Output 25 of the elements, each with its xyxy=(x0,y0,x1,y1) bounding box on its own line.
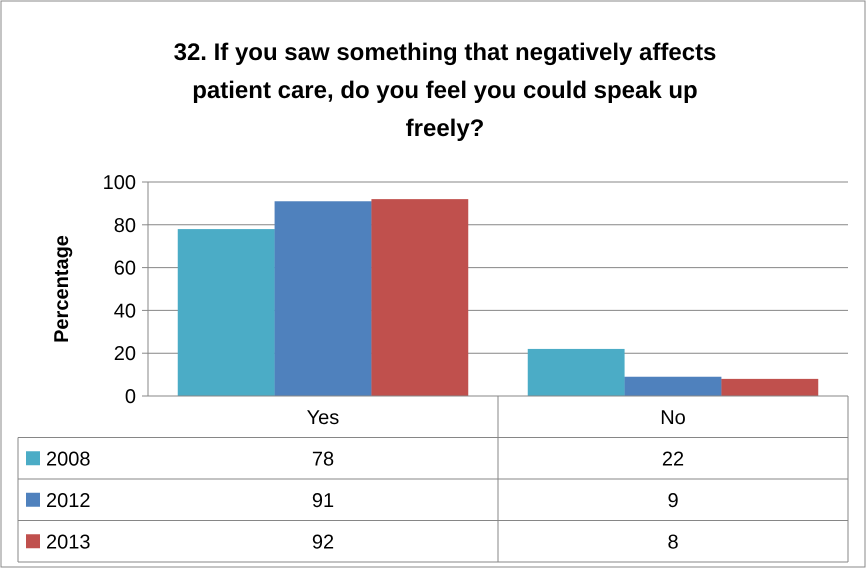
bar xyxy=(178,229,275,396)
legend-label: 2008 xyxy=(46,448,90,470)
data-label: 9 xyxy=(667,490,679,512)
data-label: 22 xyxy=(662,448,684,470)
x-tick-label: Yes xyxy=(306,406,340,429)
bar xyxy=(721,378,818,396)
y-tick-label: 20 xyxy=(114,343,136,366)
y-tick-label: 80 xyxy=(114,214,136,237)
data-label: 78 xyxy=(312,448,334,470)
x-tick-label: No xyxy=(660,406,686,429)
data-label: 91 xyxy=(312,490,334,512)
bar xyxy=(371,199,468,396)
bar xyxy=(274,201,372,396)
bar xyxy=(528,348,625,396)
y-tick-label: 0 xyxy=(124,386,136,408)
y-tick-label: 60 xyxy=(114,258,136,280)
y-tick-label: 100 xyxy=(102,172,136,194)
bar xyxy=(624,376,722,396)
y-axis-title: Percentage xyxy=(51,235,73,343)
legend-label: 2012 xyxy=(46,490,90,512)
data-label: 8 xyxy=(667,531,679,554)
data-label: 92 xyxy=(312,531,334,554)
chart-title: 32. If you saw something that negatively affects patient care, do you feel you could speak up freely? xyxy=(174,39,716,142)
y-tick-label: 40 xyxy=(114,300,136,322)
legend-label: 2013 xyxy=(46,531,90,554)
